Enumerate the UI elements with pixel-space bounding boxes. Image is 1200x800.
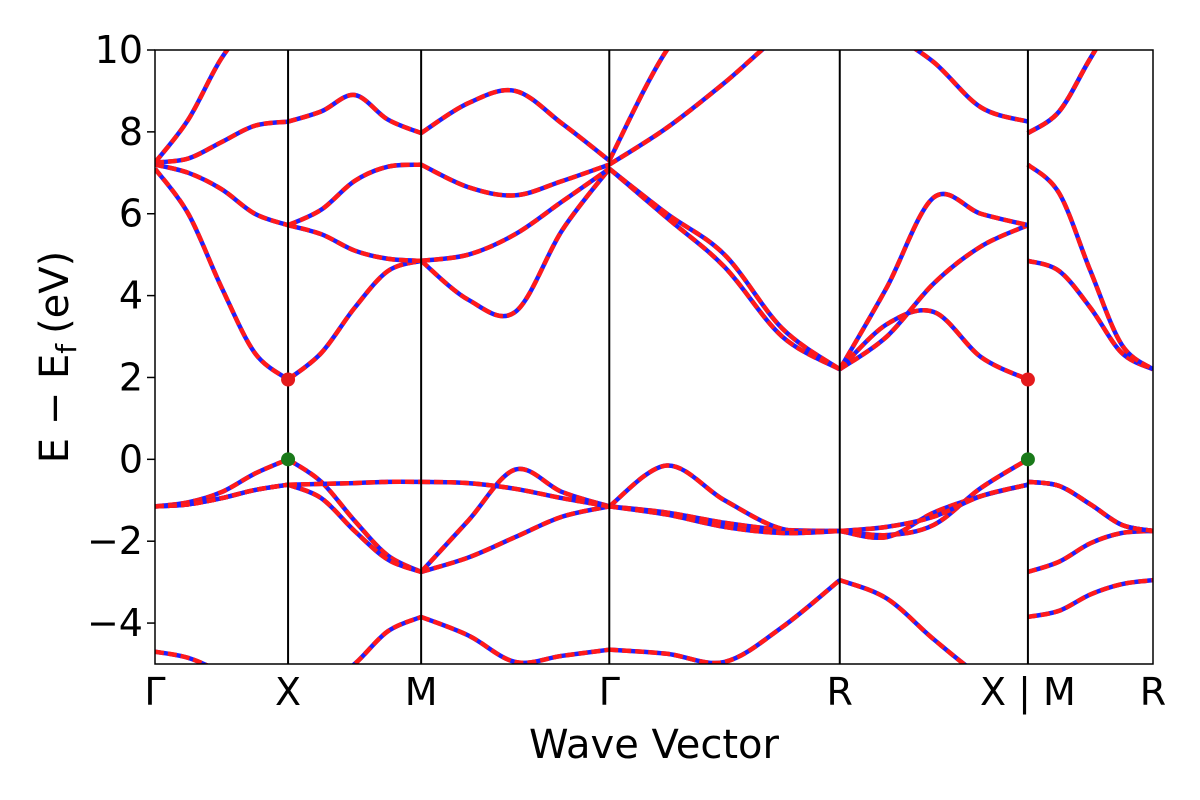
band-line-dashed-seg3-b6 [608, 50, 766, 167]
y-axis-title-main: E − E [32, 354, 78, 464]
band-line-dashed-seg0-b5 [155, 162, 289, 228]
band-line-dashed-seg5-b4 [1027, 258, 1153, 372]
band-line-seg1-b6 [287, 162, 422, 228]
band-line-dashed-seg5-b1 [1027, 528, 1153, 575]
kpoint-lines-layer [287, 50, 1029, 664]
x-tick-label-4: R [827, 670, 853, 714]
y-tick-label-0: −4 [87, 601, 143, 645]
band-line-dashed-seg3-b0 [609, 578, 842, 664]
band-line-dashed-seg4-b4 [838, 307, 1029, 382]
band-line-dashed-seg1-b2 [287, 482, 422, 575]
band-line-seg0-b0 [155, 649, 210, 664]
band-line-dashed-seg4-b1 [839, 457, 1030, 538]
bands-layer [155, 50, 1153, 664]
band-line-seg3-b6 [608, 50, 766, 167]
y-tick-label-1: −2 [87, 519, 143, 563]
band-line-dashed-seg1-b5 [287, 223, 422, 264]
band-line-dashed-seg4-b0 [838, 577, 968, 664]
x-tick-label-5: X | M [980, 670, 1076, 715]
band-line-seg2-b0 [420, 614, 610, 664]
band-line-dashed-seg4-b7 [912, 50, 1029, 124]
band-line-dashed-seg0-b4 [155, 167, 290, 382]
band-line-dashed-seg3-b5 [607, 166, 842, 372]
band-line-dashed-seg3-b3 [608, 504, 840, 536]
y-tick-label-5: 6 [119, 192, 143, 236]
band-line-dashed-seg0-b1 [155, 457, 289, 509]
markers-layer [281, 372, 1035, 467]
x-tick-label-0: Γ [144, 670, 165, 714]
band-line-dashed-seg0-b6 [155, 119, 289, 165]
band-line-seg5-b7 [1026, 50, 1098, 136]
band-edge-marker-3 [1020, 452, 1035, 467]
band-line-seg4-b5 [838, 223, 1029, 372]
band-line-dashed-seg2-b2 [419, 466, 610, 574]
band-line-dashed-seg0-b0 [155, 649, 210, 664]
band-line-seg1-b4 [286, 258, 422, 382]
band-line-dashed-seg4-b3 [839, 482, 1029, 534]
band-line-dashed-seg2-b7 [419, 87, 611, 163]
band-line-seg2-b7 [419, 87, 611, 163]
band-line-dashed-seg1-b7 [287, 92, 422, 136]
band-line-dashed-seg2-b5 [420, 166, 611, 264]
band-line-dashed-seg5-b7 [1026, 50, 1098, 136]
band-line-dashed-seg5-b0 [1027, 577, 1153, 620]
band-line-seg2-b6 [420, 162, 611, 198]
y-ticks-layer: −4 −2 0 2 4 6 8 10 [87, 28, 155, 645]
band-line-seg5-b0 [1027, 577, 1153, 620]
x-tick-label-6: R [1140, 670, 1166, 714]
band-line-dashed-seg3-b7 [607, 50, 670, 162]
band-edge-marker-2 [1020, 372, 1035, 387]
band-line-dashed-seg5-b3 [1027, 479, 1153, 534]
x-tick-label-3: Γ [599, 670, 620, 714]
band-line-dashed-seg1-b6 [287, 162, 422, 228]
band-line-seg1-b1 [286, 457, 423, 574]
y-axis-title-sub: f [50, 343, 83, 354]
y-axis-title-unit: (eV) [32, 251, 78, 334]
x-tick-label-1: X [275, 670, 301, 714]
y-axis-title: E − Ef (eV) [32, 251, 83, 464]
band-line-dashed-seg2-b4 [419, 167, 612, 319]
x-tick-label-2: M [405, 670, 438, 714]
y-tick-label-4: 4 [119, 274, 143, 318]
band-line-dashed-seg5-b6 [1026, 50, 1098, 136]
band-line-seg5-b4 [1027, 258, 1153, 372]
band-line-dashed-seg4-b6 [837, 191, 1029, 371]
band-line-dashed-seg0-b3 [155, 482, 289, 509]
y-tick-label-3: 2 [119, 355, 143, 399]
y-tick-label-7: 10 [95, 28, 143, 72]
x-ticks-layer: Γ X M Γ R X | M R [144, 670, 1166, 715]
band-line-seg5-b6 [1026, 50, 1098, 136]
x-axis-title: Wave Vector [529, 722, 780, 768]
band-line-dashed-seg4-b5 [838, 223, 1029, 372]
band-line-dashed-seg2-b3 [421, 479, 610, 509]
band-edge-marker-0 [281, 372, 296, 387]
band-edge-marker-1 [281, 452, 296, 467]
band-line-dashed-seg0-b7 [155, 50, 230, 164]
band-line-seg0-b4 [155, 167, 290, 382]
band-line-seg1-b0 [351, 614, 423, 664]
band-line-dashed-seg4-b2 [839, 482, 1029, 541]
band-line-dashed-seg1-b0 [351, 614, 423, 664]
band-line-dashed-seg1-b4 [286, 258, 422, 382]
y-tick-label-6: 8 [119, 110, 143, 154]
band-line-dashed-seg2-b0 [420, 614, 610, 664]
band-line-dashed-seg2-b1 [420, 504, 610, 575]
band-line-seg2-b5 [420, 166, 611, 264]
band-line-dashed-seg1-b3 [288, 479, 422, 487]
band-line-dashed-seg1-b1 [286, 457, 423, 574]
band-line-dashed-seg5-b5 [1026, 162, 1153, 372]
plot-frame [154, 49, 1154, 665]
y-tick-label-2: 0 [119, 437, 143, 481]
